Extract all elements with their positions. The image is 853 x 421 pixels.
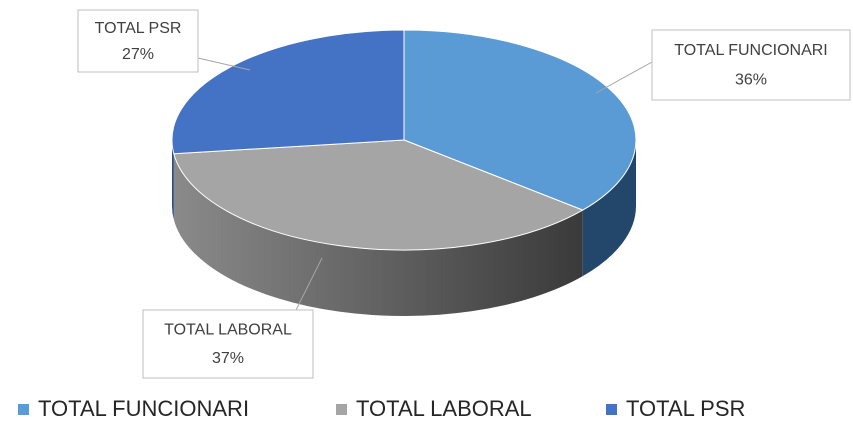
slice — [171, 29, 405, 155]
data-label-category: TOTAL FUNCIONARI — [674, 42, 828, 59]
data-label-value: 37% — [212, 350, 244, 367]
leader-line — [197, 57, 251, 71]
slice-side — [173, 153, 583, 316]
slice-side — [582, 140, 636, 277]
slice-side — [172, 140, 174, 220]
legend-label: TOTAL FUNCIONARI — [38, 396, 249, 421]
leader-line — [295, 257, 323, 311]
data-label-box — [142, 309, 314, 379]
data-label-category: TOTAL PSR — [95, 20, 182, 37]
legend-swatch — [606, 404, 617, 415]
legend-swatch — [18, 404, 29, 415]
data-label-box — [77, 9, 199, 73]
legend-swatch — [336, 404, 347, 415]
leader-line — [595, 61, 653, 94]
legend-label: TOTAL PSR — [626, 396, 745, 421]
slice — [173, 139, 584, 251]
slice — [403, 29, 637, 211]
data-label-value: 27% — [122, 46, 154, 63]
data-label-box — [651, 29, 851, 101]
data-label-category: TOTAL LABORAL — [164, 322, 292, 339]
legend-label: TOTAL LABORAL — [356, 396, 532, 421]
data-label-value: 36% — [735, 72, 767, 89]
